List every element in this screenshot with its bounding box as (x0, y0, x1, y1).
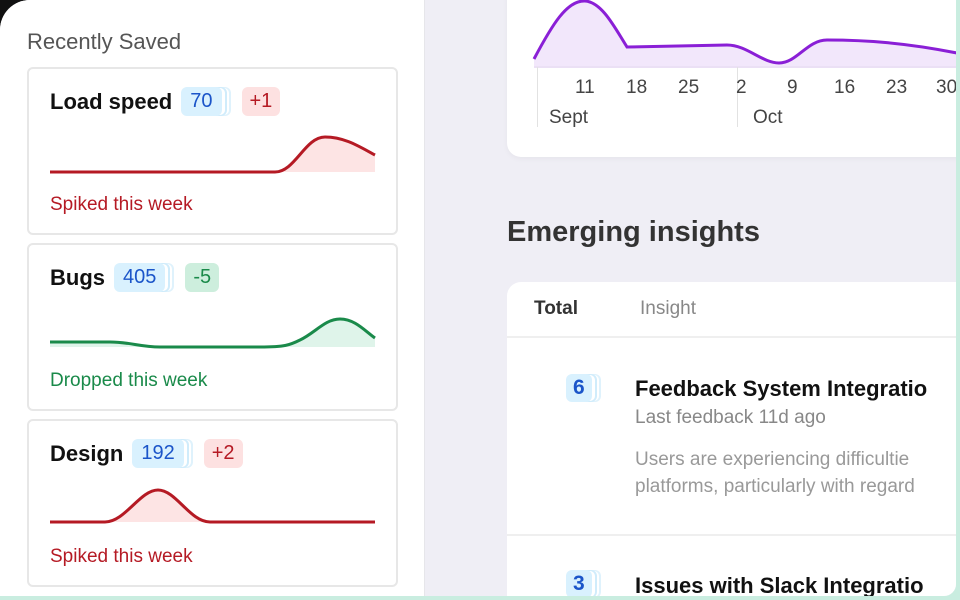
delta-badge: +1 (241, 87, 281, 116)
column-header-total[interactable]: Total (534, 298, 578, 319)
row-divider (507, 534, 956, 536)
card-title: Bugs (50, 264, 105, 290)
card-status: Spiked this week (50, 194, 193, 215)
section-title: Recently Saved (27, 29, 182, 54)
insight-description-line: Users are experiencing difficultie (635, 449, 910, 470)
count-badge: 192 (132, 439, 184, 468)
x-tick: 16 (834, 77, 856, 98)
insight-description-line: platforms, particularly with regard (635, 476, 915, 497)
sparkline-chart (50, 317, 376, 349)
x-tick: 23 (886, 77, 908, 98)
timeline-chart-card: 11 18 25 2 9 16 23 30 Sept Oct (507, 0, 956, 157)
saved-card-design[interactable]: Design 192 +2 Spiked this week (27, 419, 398, 587)
recently-saved-panel: Recently Saved Load speed 70 +1 Spiked t… (0, 0, 425, 596)
x-tick: 18 (626, 77, 648, 98)
month-divider (537, 67, 538, 127)
count-badge: 70 (181, 87, 222, 116)
delta-badge: +2 (203, 439, 243, 468)
insight-title[interactable]: Feedback System Integratio (635, 376, 928, 401)
sparkline-chart (50, 488, 375, 524)
saved-card-bugs[interactable]: Bugs 405 -5 Dropped this week (27, 243, 398, 411)
timeline-area-chart (532, 0, 956, 68)
card-status: Spiked this week (50, 546, 193, 567)
month-divider (737, 67, 738, 127)
month-label: Sept (549, 107, 589, 128)
sparkline-chart (50, 135, 376, 174)
header-divider (507, 336, 956, 338)
delta-badge: -5 (185, 263, 220, 292)
x-tick: 25 (678, 77, 700, 98)
x-tick: 2 (736, 77, 747, 98)
insights-heading: Emerging insights (507, 216, 760, 248)
insights-table: Total Insight 6 Feedback System Integrat… (507, 282, 956, 596)
x-tick: 9 (787, 77, 798, 98)
insight-title[interactable]: Issues with Slack Integratio (635, 573, 924, 596)
card-status: Dropped this week (50, 370, 208, 391)
count-badge: 405 (114, 263, 166, 292)
insight-subtitle: Last feedback 11d ago (635, 407, 826, 428)
total-badge: 6 (566, 374, 592, 402)
card-title: Load speed (50, 88, 173, 114)
month-label: Oct (753, 107, 783, 128)
card-title: Design (50, 440, 124, 466)
total-badge: 3 (566, 570, 592, 596)
x-tick: 30 (936, 77, 956, 98)
saved-card-load-speed[interactable]: Load speed 70 +1 Spiked this week (27, 67, 398, 235)
x-tick: 11 (575, 77, 595, 98)
column-header-insight[interactable]: Insight (640, 298, 696, 319)
